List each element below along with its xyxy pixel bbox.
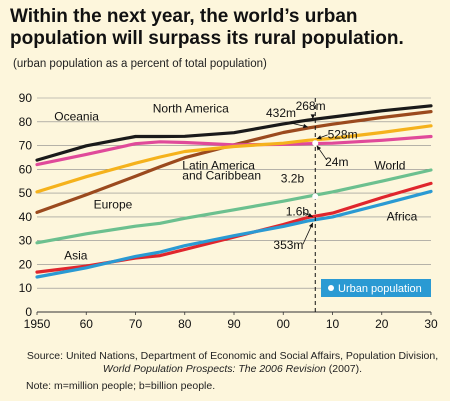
- y-tick-label: 70: [19, 139, 33, 153]
- annotation-label: 1.6b: [286, 205, 310, 219]
- y-tick-label: 30: [19, 234, 33, 248]
- units-note: Note: m=million people; b=billion people…: [26, 380, 216, 392]
- series-line-africa: [35, 189, 433, 279]
- y-tick-label: 0: [25, 305, 32, 319]
- urban-points: [312, 140, 319, 200]
- chart-subtitle: (urban population as a percent of total …: [13, 58, 267, 70]
- y-tick-label: 40: [19, 210, 33, 224]
- legend-label: Urban population: [338, 283, 422, 295]
- x-tick-label: 70: [129, 317, 143, 331]
- x-axis-ticks: 1950 60 70 80 90 00 10 20 30: [24, 312, 438, 331]
- series-label: Latin America: [182, 158, 255, 172]
- y-tick-label: 10: [19, 281, 33, 295]
- annotation-label: 3.2b: [281, 171, 305, 185]
- x-tick-label: 20: [375, 317, 389, 331]
- annotation-arrow-head: [303, 123, 308, 129]
- series-line-oceania: [35, 134, 433, 167]
- series-line-europe: [35, 124, 433, 194]
- annotation-arrows: [290, 114, 328, 245]
- annotation-arrow-head: [307, 213, 313, 217]
- series-line-north-america: [35, 104, 433, 162]
- urban-point: [312, 193, 319, 200]
- y-tick-label: 20: [19, 257, 33, 271]
- source-publication: World Population Prospects: The 2006 Rev…: [102, 363, 326, 375]
- x-tick-label: 1950: [24, 317, 51, 331]
- x-tick-label: 30: [424, 317, 438, 331]
- chart-title: Within the next year, the world’s urban …: [10, 6, 444, 50]
- series-label: Africa: [387, 209, 418, 223]
- source-year: (2007).: [325, 363, 363, 375]
- annotation-label: 528m: [328, 127, 358, 141]
- series-label: and Caribbean: [182, 168, 261, 182]
- title-line-1: Within the next year, the world’s urban: [10, 6, 358, 27]
- series-label: Europe: [94, 198, 133, 212]
- annotation-arrow-head: [310, 114, 315, 119]
- annotation-label: 353m: [273, 238, 303, 252]
- annotation-label: 268m: [296, 99, 326, 113]
- source-line-1: Source: United Nations, Department of Ec…: [26, 350, 439, 362]
- y-tick-label: 50: [19, 186, 33, 200]
- series-label: World: [374, 158, 405, 172]
- urban-point: [312, 140, 319, 147]
- x-tick-label: 80: [178, 317, 192, 331]
- series-label: Asia: [64, 249, 88, 263]
- x-tick-label: 90: [227, 317, 241, 331]
- annotation-arrow-head: [316, 135, 322, 140]
- line-chart: 0 10 20 30 40 50 60 70 80 90 1950 60 70 80 90 00 10 20 30…: [19, 91, 438, 331]
- y-tick-label: 80: [19, 115, 33, 129]
- series-lines: [35, 104, 433, 279]
- title-line-2: population will surpass its rural popula…: [10, 28, 404, 49]
- y-tick-label: 60: [19, 162, 33, 176]
- x-tick-label: 00: [277, 317, 291, 331]
- x-tick-label: 10: [326, 317, 340, 331]
- series-label: Oceania: [54, 110, 99, 124]
- legend: Urban population: [321, 279, 431, 297]
- legend-dot: [328, 285, 334, 291]
- annotation-arrow-head: [316, 145, 322, 151]
- annotation-label: 24m: [325, 155, 348, 169]
- legend-box: [321, 279, 431, 297]
- x-tick-label: 60: [80, 317, 94, 331]
- annotation-arrow-head: [308, 222, 313, 228]
- source-note: Source: United Nations, Department of Ec…: [20, 350, 445, 376]
- annotation-label: 432m: [266, 106, 296, 120]
- y-axis-ticks: 0 10 20 30 40 50 60 70 80 90: [19, 91, 33, 319]
- y-tick-label: 90: [19, 91, 33, 105]
- series-line-world: [35, 168, 433, 245]
- series-label: North America: [153, 101, 229, 115]
